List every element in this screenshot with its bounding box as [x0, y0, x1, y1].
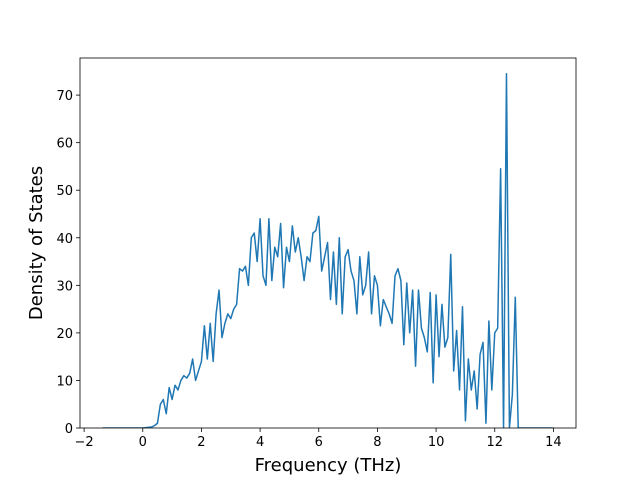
y-tick-label: 40 [56, 232, 73, 247]
x-tick-label: 4 [256, 435, 264, 450]
x-tick-label: 2 [197, 435, 205, 450]
x-tick-label: 14 [545, 435, 562, 450]
line-series [102, 72, 554, 428]
x-tick-label: 10 [428, 435, 445, 450]
y-tick-label: 70 [56, 89, 73, 104]
x-tick-label: 12 [486, 435, 503, 450]
x-tick-label: −2 [75, 435, 94, 450]
y-tick-label: 10 [56, 374, 73, 389]
x-axis-label: Frequency (THz) [255, 455, 402, 476]
x-tick-label: 8 [373, 435, 381, 450]
plot-frame [79, 57, 577, 429]
y-axis-label: Density of States [26, 166, 47, 320]
y-tick-label: 50 [56, 184, 73, 199]
y-tick-label: 20 [56, 327, 73, 342]
y-tick-label: 30 [56, 279, 73, 294]
y-tick-label: 0 [65, 422, 73, 437]
x-tick-label: 0 [139, 435, 147, 450]
y-tick-label: 60 [56, 137, 73, 152]
x-tick-label: 6 [315, 435, 323, 450]
